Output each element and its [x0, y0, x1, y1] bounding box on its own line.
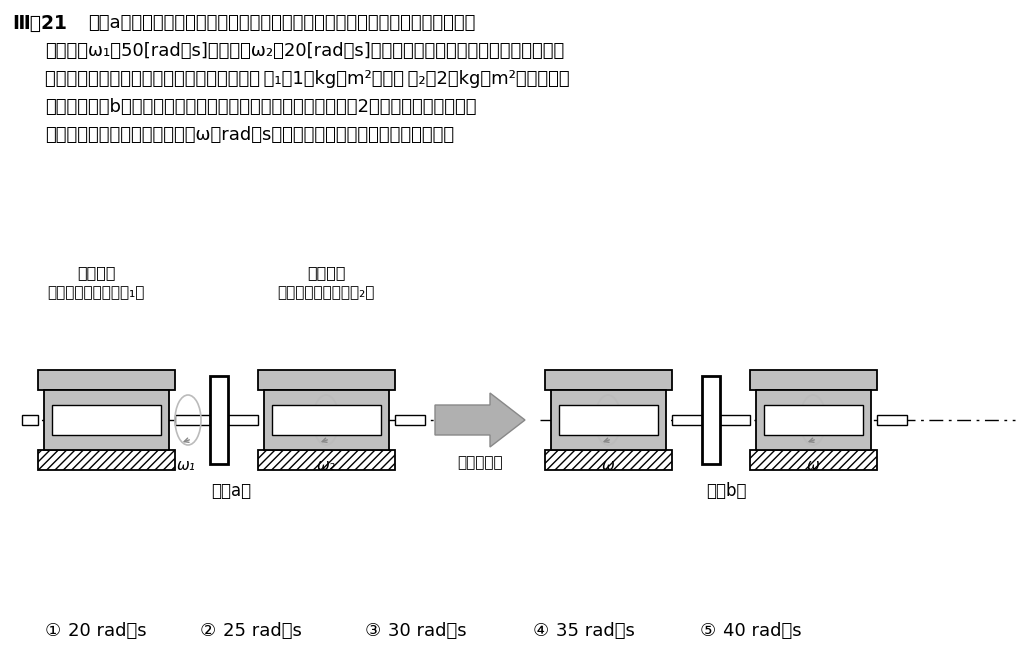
- Text: （一体化）: （一体化）: [457, 455, 503, 470]
- Bar: [702, 376, 720, 464]
- Bar: [258, 370, 395, 390]
- Text: 角速度　ω₁＝50[rad／s]　及び　ω₂＝20[rad／s]で回転している。ロータ１及びロータ２: 角速度 ω₁＝50[rad／s] 及び ω₂＝20[rad／s]で回転している。…: [45, 42, 564, 60]
- Text: ロータ２: ロータ２: [307, 265, 345, 280]
- Text: ②: ②: [200, 622, 216, 640]
- Bar: [175, 415, 210, 425]
- Bar: [551, 390, 666, 450]
- Bar: [720, 415, 750, 425]
- Bar: [210, 376, 228, 464]
- Text: 35 rad／s: 35 rad／s: [556, 622, 635, 640]
- Text: ④: ④: [534, 622, 549, 640]
- Text: の回転軸まわりの慣性モーメントはそれぞれ Ｉ₁＝1［kg・m²］及び Ｉ₂＝2［kg・m²］である。: の回転軸まわりの慣性モーメントはそれぞれ Ｉ₁＝1［kg・m²］及び Ｉ₂＝2［…: [45, 70, 569, 88]
- Polygon shape: [435, 393, 525, 447]
- Text: 図（b）: 図（b）: [706, 482, 746, 500]
- Bar: [877, 415, 907, 425]
- Text: ω: ω: [807, 458, 819, 473]
- Text: 30 rad／s: 30 rad／s: [388, 622, 467, 640]
- Text: 図（a）: 図（a）: [211, 482, 252, 500]
- Text: 一体化した。一体化後の角速度ω［rad／s］として，最も適切なものはどれか。: 一体化した。一体化後の角速度ω［rad／s］として，最も適切なものはどれか。: [45, 126, 454, 144]
- Bar: [672, 415, 702, 425]
- Bar: [750, 370, 877, 390]
- Bar: [756, 390, 871, 450]
- Bar: [38, 450, 175, 470]
- Bar: [22, 415, 38, 425]
- Text: 25 rad／s: 25 rad／s: [223, 622, 302, 640]
- Bar: [228, 415, 258, 425]
- Bar: [559, 405, 658, 435]
- Text: （慣性モーメントＩ₁）: （慣性モーメントＩ₁）: [47, 285, 144, 300]
- Text: 40 rad／s: 40 rad／s: [723, 622, 802, 640]
- Bar: [258, 450, 395, 470]
- Text: ③: ③: [365, 622, 381, 640]
- Bar: [764, 405, 863, 435]
- Bar: [52, 405, 161, 435]
- Text: 20 rad／s: 20 rad／s: [68, 622, 146, 640]
- Bar: [545, 450, 672, 470]
- Text: ①: ①: [45, 622, 61, 640]
- Text: （慣性モーメントＩ₂）: （慣性モーメントＩ₂）: [278, 285, 375, 300]
- Bar: [44, 390, 169, 450]
- Text: ω: ω: [602, 458, 614, 473]
- Text: ω₁: ω₁: [176, 458, 196, 473]
- Bar: [750, 450, 877, 470]
- Bar: [38, 370, 175, 390]
- Bar: [395, 415, 425, 425]
- Text: ω₂: ω₂: [316, 458, 336, 473]
- Bar: [272, 405, 381, 435]
- Bar: [264, 390, 389, 450]
- Text: 図（a）に示すように，２つのロータ１及びロータ２が同じ軸まわりにそれぞれ: 図（a）に示すように，２つのロータ１及びロータ２が同じ軸まわりにそれぞれ: [88, 14, 475, 32]
- Text: Ⅲ－21: Ⅲ－21: [12, 14, 67, 33]
- Text: その後，図（b）に示すように，ロータ１を軸方向に移動させて2つのロータを瞬間的に: その後，図（b）に示すように，ロータ１を軸方向に移動させて2つのロータを瞬間的に: [45, 98, 476, 116]
- Bar: [545, 370, 672, 390]
- Text: ロータ１: ロータ１: [77, 265, 116, 280]
- Text: ⑤: ⑤: [700, 622, 716, 640]
